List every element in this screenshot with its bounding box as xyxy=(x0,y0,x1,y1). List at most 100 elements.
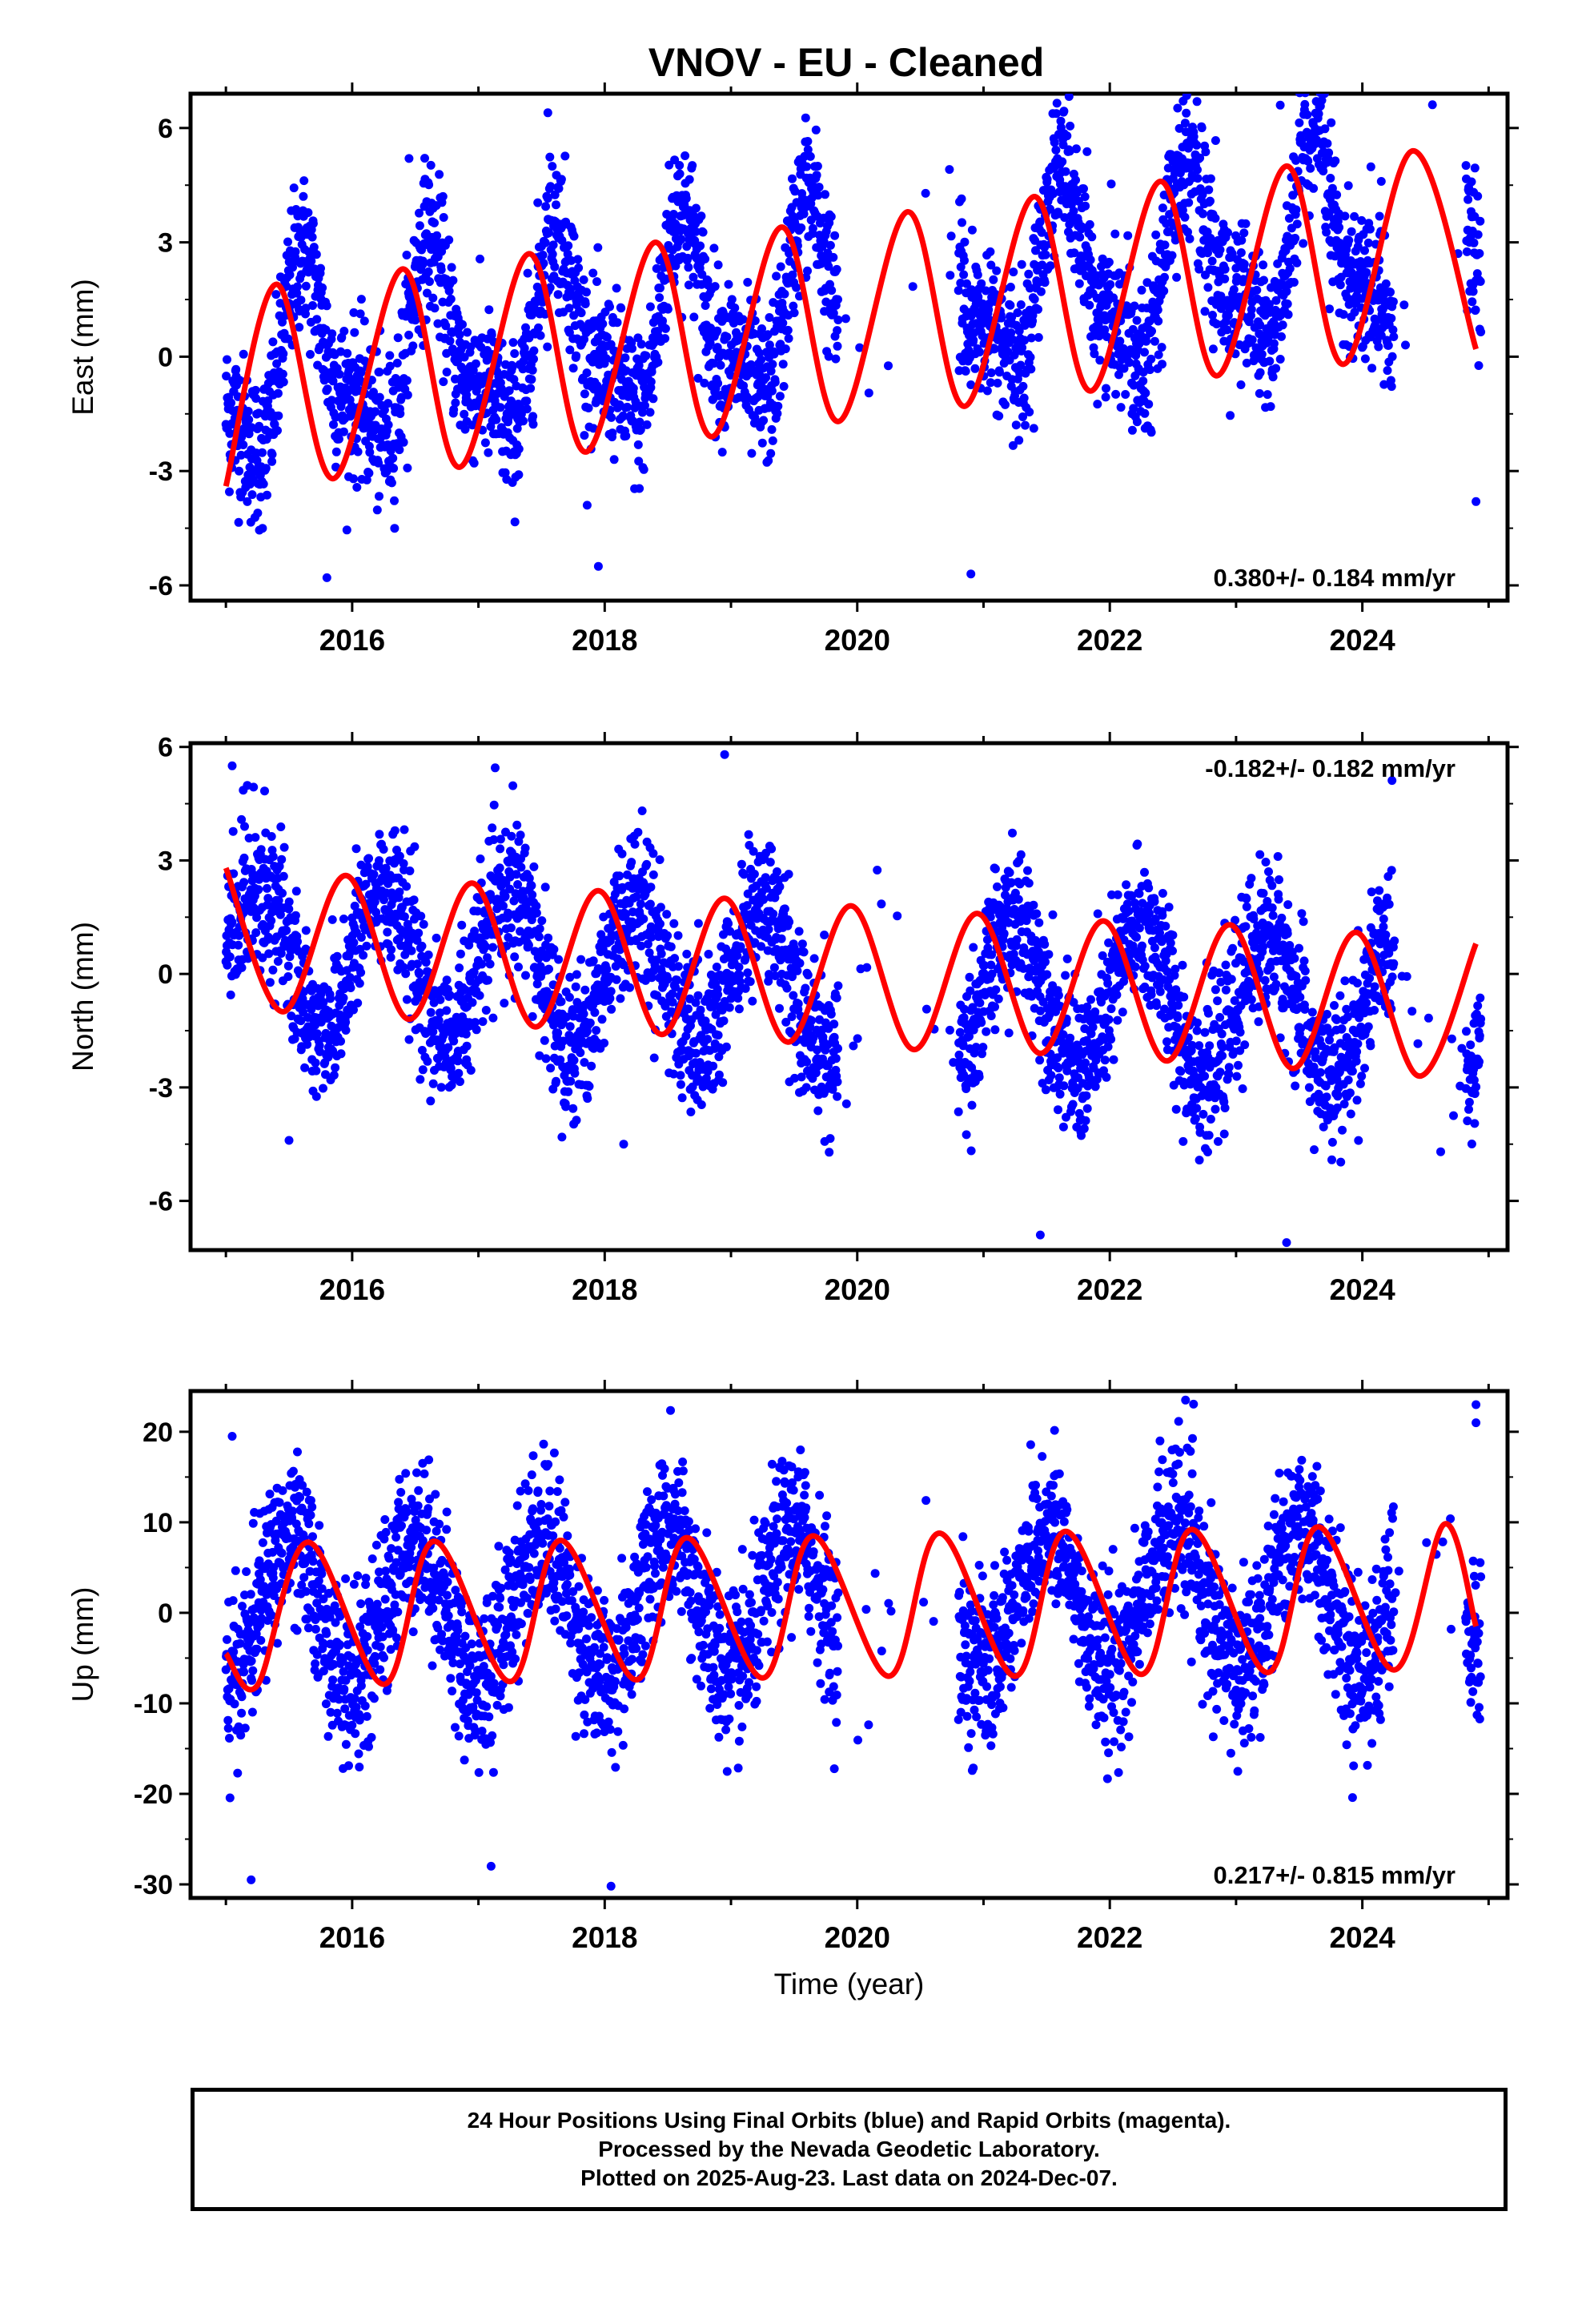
data-point xyxy=(639,915,648,923)
data-point xyxy=(1006,328,1016,338)
data-point xyxy=(420,154,429,163)
data-point xyxy=(779,382,789,391)
data-point xyxy=(442,1006,452,1015)
data-point xyxy=(308,301,317,310)
data-point xyxy=(414,928,424,938)
data-point xyxy=(570,1068,580,1078)
data-point xyxy=(223,355,231,364)
data-point xyxy=(686,1108,696,1116)
data-point xyxy=(520,843,530,853)
data-point xyxy=(719,930,728,939)
data-point xyxy=(487,330,496,340)
data-point xyxy=(475,991,484,1000)
data-point xyxy=(532,908,541,918)
data-point xyxy=(1075,232,1085,242)
data-point xyxy=(607,412,616,422)
data-point xyxy=(388,453,398,463)
data-point xyxy=(1208,344,1218,354)
data-point xyxy=(424,950,433,959)
data-point xyxy=(383,927,392,937)
data-point xyxy=(349,938,359,947)
data-point xyxy=(563,249,572,259)
data-point xyxy=(283,972,293,981)
data-point xyxy=(477,959,487,969)
data-point xyxy=(767,424,777,434)
data-point xyxy=(508,781,518,790)
data-point xyxy=(356,933,366,942)
data-point xyxy=(268,852,278,862)
data-point xyxy=(1174,123,1184,133)
data-point xyxy=(1008,440,1018,450)
data-point xyxy=(757,355,766,364)
data-point xyxy=(1462,247,1472,256)
data-point xyxy=(528,420,538,429)
data-point xyxy=(1026,333,1036,343)
data-point xyxy=(529,346,539,356)
data-point xyxy=(399,858,408,868)
data-point xyxy=(508,338,518,348)
data-point xyxy=(656,919,665,929)
data-point xyxy=(1387,352,1397,361)
data-point xyxy=(688,161,697,171)
data-point xyxy=(1035,217,1045,227)
data-point xyxy=(460,424,470,434)
data-point xyxy=(616,304,626,313)
data-point xyxy=(432,231,442,240)
data-point xyxy=(403,463,412,472)
data-point xyxy=(986,260,996,270)
data-point xyxy=(522,404,532,414)
data-point xyxy=(496,403,505,412)
data-point xyxy=(1389,332,1399,341)
data-point xyxy=(353,999,363,1007)
data-point xyxy=(572,351,581,360)
data-point xyxy=(539,259,548,268)
data-point xyxy=(1180,119,1190,128)
data-point xyxy=(341,1026,351,1035)
data-point xyxy=(1239,275,1248,284)
data-point xyxy=(1140,408,1150,418)
data-point xyxy=(1271,296,1281,305)
data-point xyxy=(309,243,319,252)
data-point xyxy=(484,975,492,985)
data-point xyxy=(524,940,533,950)
data-point xyxy=(268,965,278,975)
data-point xyxy=(628,384,638,393)
data-point xyxy=(1195,153,1205,163)
data-point xyxy=(444,235,454,245)
data-point xyxy=(691,998,701,1007)
data-point xyxy=(251,928,261,938)
data-point xyxy=(769,909,778,919)
data-point xyxy=(1288,191,1298,200)
data-point xyxy=(261,464,271,473)
data-point xyxy=(826,1009,836,1019)
data-point xyxy=(598,319,608,328)
data-point xyxy=(833,1043,842,1053)
data-point xyxy=(958,1041,968,1051)
data-point xyxy=(311,1058,320,1068)
data-point xyxy=(552,1076,560,1086)
data-point xyxy=(404,330,414,340)
data-point xyxy=(833,1077,842,1087)
data-point xyxy=(1388,325,1398,335)
data-point xyxy=(489,800,499,810)
data-point xyxy=(636,941,646,951)
data-point xyxy=(1278,320,1287,330)
data-point xyxy=(1269,339,1279,348)
data-point xyxy=(1182,108,1191,118)
data-point xyxy=(641,351,651,360)
data-point xyxy=(780,289,789,299)
data-point xyxy=(1471,305,1480,315)
data-point xyxy=(592,1026,601,1035)
data-point xyxy=(735,971,745,980)
data-point xyxy=(540,238,550,247)
data-point xyxy=(1360,354,1370,364)
data-point xyxy=(776,955,785,965)
data-point xyxy=(994,412,1004,420)
data-point xyxy=(328,376,338,386)
data-point xyxy=(759,895,769,904)
data-point xyxy=(803,971,813,979)
data-point xyxy=(1247,335,1257,344)
data-point xyxy=(222,372,231,381)
data-point xyxy=(1203,283,1213,292)
